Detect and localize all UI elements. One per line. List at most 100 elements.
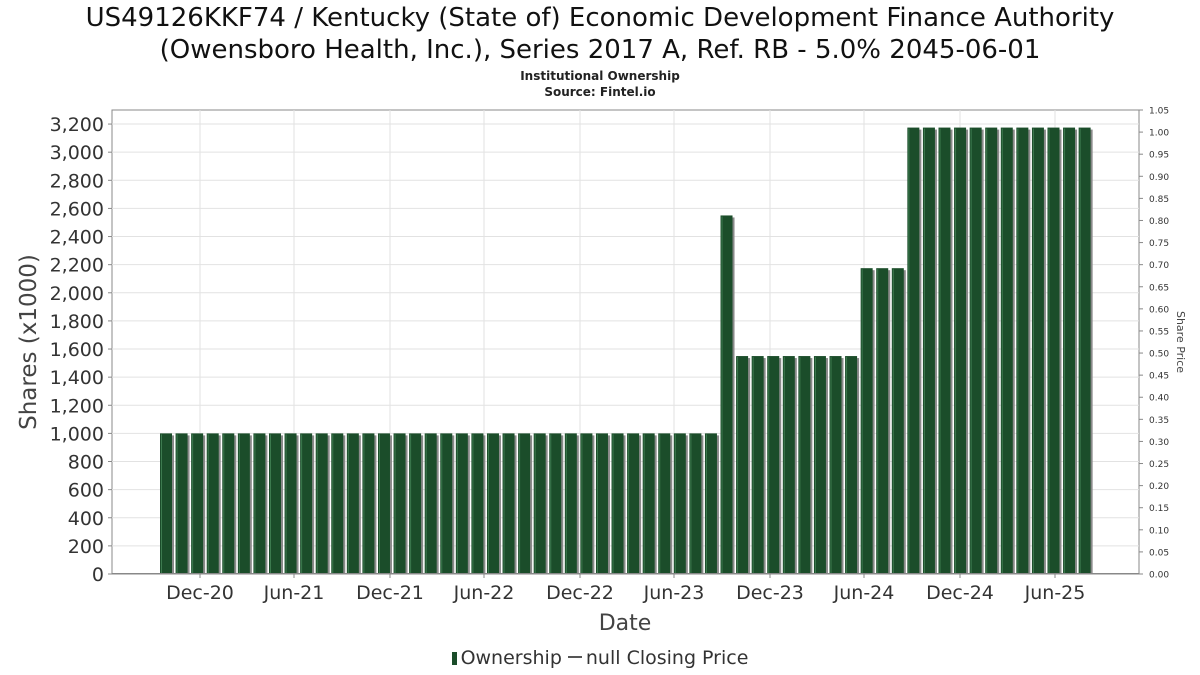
bar [1063,127,1078,575]
y2-tick-label: 0.65 [1149,283,1169,293]
bar [580,433,595,574]
bar-highlight [861,269,863,573]
bar-body [1047,127,1060,575]
bar-highlight [456,434,458,573]
bar-highlight [503,434,505,573]
y-tick-label: 0 [92,564,104,586]
y-tick-label: 2,000 [50,283,104,305]
bar-body [362,433,375,574]
x-tick-label: Dec-20 [166,582,234,604]
bar-highlight [254,434,256,573]
bar-body [689,433,702,574]
bar-highlight [814,357,816,573]
bar-body [518,433,531,574]
bar-highlight [565,434,567,573]
bar [907,127,922,575]
bar-body [782,356,795,574]
bar-body [627,433,640,574]
bar-highlight [441,434,443,573]
y-tick-label: 1,800 [50,311,104,333]
bar-highlight [1079,128,1081,574]
bar-highlight [581,434,583,573]
bar [813,356,828,574]
bar-highlight [596,434,598,573]
bar [409,433,424,574]
bar [362,433,377,574]
bar [595,433,610,574]
bar-body [907,127,920,575]
bar-highlight [425,434,427,573]
y-tick-label: 2,800 [50,170,104,192]
bar-body [1000,127,1013,575]
y-tick-label: 400 [68,508,104,530]
bar [985,127,1000,575]
bar [206,433,221,574]
bar [253,433,268,574]
bar-highlight [223,434,225,573]
bar-highlight [207,434,209,573]
bar-body [253,433,266,574]
bar-highlight [347,434,349,573]
bar-body [954,127,967,575]
bar-highlight [1032,128,1034,574]
bar-body [767,356,780,574]
bar-highlight [970,128,972,574]
x-axis-label: Date [599,611,652,636]
bar-body [985,127,998,575]
bar-highlight [1017,128,1019,574]
bar-body [471,433,484,574]
bar-highlight [643,434,645,573]
bar-body [331,433,344,574]
bar-body [1031,127,1044,575]
bar [1047,127,1062,575]
bar-highlight [955,128,957,574]
bar-body [175,433,188,574]
x-tick-label: Dec-21 [356,582,424,604]
y2-tick-label: 0.30 [1149,438,1169,448]
bar-highlight [923,128,925,574]
bar-highlight [534,434,536,573]
y2-tick-label: 0.05 [1149,548,1169,558]
chart-subtitle: Institutional Ownership Source: Fintel.i… [0,68,1200,100]
chart-subtitle-line-1: Institutional Ownership [520,69,680,83]
bar-highlight [830,357,832,573]
bar-highlight [1048,128,1050,574]
bar-body [284,433,297,574]
y-tick-label: 3,000 [50,142,104,164]
y2-tick-label: 0.10 [1149,526,1169,536]
bar [860,268,875,574]
bar-body [704,433,717,574]
bar-highlight [472,434,474,573]
bar-body [440,433,453,574]
bar [798,356,813,574]
bar [331,433,346,574]
bar-body [206,433,219,574]
bar-highlight [550,434,552,573]
bar-body [486,433,499,574]
bar-highlight [674,434,676,573]
y-axis-label: Shares (x1000) [16,254,42,430]
bar [502,433,517,574]
x-tick-label: Jun-22 [453,582,515,604]
x-axis: Dec-20 Jun-21 Dec-21 Jun-22 Dec-22 Jun-23 Dec-… [166,574,1085,604]
bar-body [736,356,749,574]
bar [237,433,252,574]
bar-body [969,127,982,575]
bar [720,215,735,575]
bar [549,433,564,574]
y2-tick-label: 0.25 [1149,460,1169,470]
bar-body [595,433,608,574]
bar-body [502,433,515,574]
bar [222,433,237,574]
bar [424,433,439,574]
bar-body [798,356,811,574]
bar-body [222,433,235,574]
bar-body [424,433,437,574]
y-axis: 0 200 400 600 800 1,000 1,200 1,400 1,600 1,800 2,… [50,114,1139,586]
bar-highlight [892,269,894,573]
bar [564,433,579,574]
bar [969,127,984,575]
bar [160,433,174,574]
legend-ownership-swatch [451,652,457,665]
y2-tick-label: 0.20 [1149,482,1169,492]
